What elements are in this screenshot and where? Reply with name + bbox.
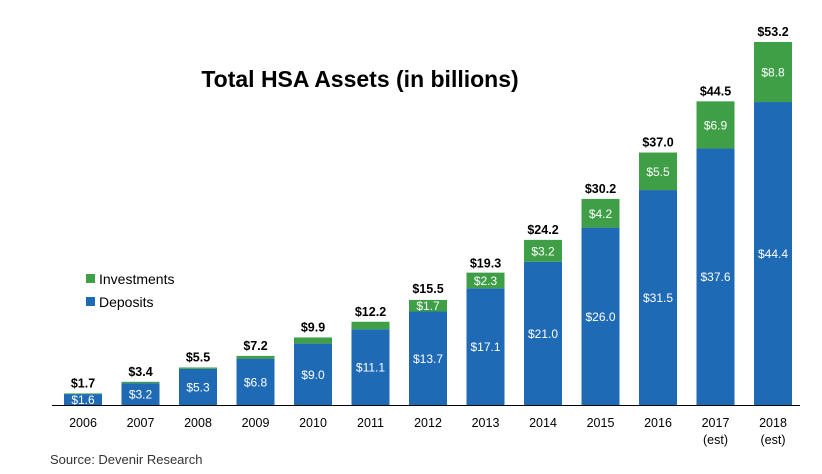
data-label-investments-2018: $8.8 xyxy=(761,66,785,80)
total-label-2009: $7.2 xyxy=(243,339,267,353)
legend-label-investments: Investments xyxy=(99,271,174,287)
bar-deposits-2015 xyxy=(581,227,620,405)
bar-investments-2015 xyxy=(581,198,620,228)
x-tick-2018: 2018 xyxy=(759,416,787,430)
data-label-deposits-2018: $44.4 xyxy=(758,247,788,261)
data-label-deposits-2014: $21.0 xyxy=(528,327,558,341)
legend: Investments Deposits xyxy=(86,271,174,310)
bar-investments-2018 xyxy=(754,42,792,103)
x-tick-2013: 2013 xyxy=(472,416,500,430)
data-label-deposits-2006: $1.6 xyxy=(71,393,95,407)
total-label-2018: $53.2 xyxy=(757,25,788,39)
data-label-deposits-2012: $13.7 xyxy=(413,352,443,366)
data-label-deposits-2011: $11.1 xyxy=(356,361,385,375)
bar-deposits-2013 xyxy=(466,288,505,405)
data-label-deposits-2016: $31.5 xyxy=(643,291,673,305)
bar-deposits-2009 xyxy=(236,358,275,405)
bar-deposits-2016 xyxy=(639,190,677,405)
data-label-deposits-2009: $6.8 xyxy=(244,375,268,389)
bar-deposits-2014 xyxy=(524,261,562,405)
bar-deposits-2018 xyxy=(754,102,792,406)
data-label-deposits-2007: $3.2 xyxy=(129,388,153,402)
data-label-investments-2017: $6.9 xyxy=(704,118,728,132)
total-label-2012: $15.5 xyxy=(412,282,443,296)
total-label-2017: $44.5 xyxy=(700,84,731,98)
bar-deposits-2011 xyxy=(351,329,390,405)
x-tick-2016: 2016 xyxy=(644,416,672,430)
x-tick-2009: 2009 xyxy=(242,416,270,430)
data-label-deposits-2015: $26.0 xyxy=(585,310,615,324)
bar-deposits-2008 xyxy=(179,368,217,405)
total-label-2014: $24.2 xyxy=(527,223,558,237)
x-tick-labels: 2006 2007 2008 2009 2010 2011 2012 2013 2014 2015… xyxy=(69,416,787,447)
bar-investments-2007 xyxy=(121,381,160,384)
bar-investments-2010 xyxy=(294,337,332,344)
bar-deposits-2012 xyxy=(409,311,447,405)
bar-investments-2014 xyxy=(524,239,562,262)
data-label-investments-2016: $5.5 xyxy=(646,165,670,179)
legend-swatch-deposits xyxy=(86,297,95,306)
data-label-deposits-2017: $37.6 xyxy=(700,270,730,284)
data-label-deposits-2010: $9.0 xyxy=(301,368,325,382)
x-tick-sublabel-2018: (est) xyxy=(761,433,786,447)
total-label-2015: $30.2 xyxy=(585,182,616,196)
total-label-2011: $12.2 xyxy=(355,305,386,319)
bar-investments-2006 xyxy=(64,393,102,395)
total-label-2010: $9.9 xyxy=(301,320,325,334)
bars-group: $1.6 $1.7 $3.2 $3.4 $5.3 $5.5 $6.8 $7.2 $9.0 $9.9… xyxy=(64,25,792,407)
x-tick-2007: 2007 xyxy=(127,416,155,430)
x-tick-2010: 2010 xyxy=(299,416,327,430)
bar-investments-2011 xyxy=(351,321,390,330)
bar-investments-2013 xyxy=(466,272,505,289)
bar-investments-2008 xyxy=(179,367,217,369)
x-tick-2012: 2012 xyxy=(414,416,442,430)
total-label-2007: $3.4 xyxy=(128,365,152,379)
bar-investments-2016 xyxy=(639,152,677,191)
legend-swatch-investments xyxy=(86,274,95,283)
data-label-investments-2013: $2.3 xyxy=(474,274,498,288)
data-label-investments-2012: $1.7 xyxy=(416,299,440,313)
x-tick-sublabel-2017: (est) xyxy=(703,433,728,447)
total-label-2006: $1.7 xyxy=(71,376,95,390)
total-label-2008: $5.5 xyxy=(186,350,210,364)
bar-deposits-2006 xyxy=(64,394,102,405)
bar-deposits-2017 xyxy=(696,148,735,405)
bar-investments-2009 xyxy=(236,355,275,359)
x-tick-2017: 2017 xyxy=(702,416,730,430)
bar-deposits-2010 xyxy=(294,343,332,405)
data-label-deposits-2008: $5.3 xyxy=(186,380,210,394)
source-note: Source: Devenir Research xyxy=(50,452,202,467)
x-tick-2015: 2015 xyxy=(587,416,615,430)
x-tick-2006: 2006 xyxy=(69,416,97,430)
total-label-2013: $19.3 xyxy=(470,256,501,270)
x-tick-2008: 2008 xyxy=(184,416,212,430)
data-label-investments-2015: $4.2 xyxy=(589,207,613,221)
bar-investments-2012 xyxy=(409,299,447,312)
data-label-deposits-2013: $17.1 xyxy=(470,340,500,354)
bar-deposits-2007 xyxy=(121,383,160,405)
chart-title: Total HSA Assets (in billions) xyxy=(201,66,518,92)
x-tick-2011: 2011 xyxy=(357,416,384,430)
data-label-investments-2014: $3.2 xyxy=(531,244,555,258)
legend-label-deposits: Deposits xyxy=(99,294,153,310)
total-label-2016: $37.0 xyxy=(642,136,673,150)
x-tick-2014: 2014 xyxy=(529,416,557,430)
bar-investments-2017 xyxy=(696,101,735,149)
